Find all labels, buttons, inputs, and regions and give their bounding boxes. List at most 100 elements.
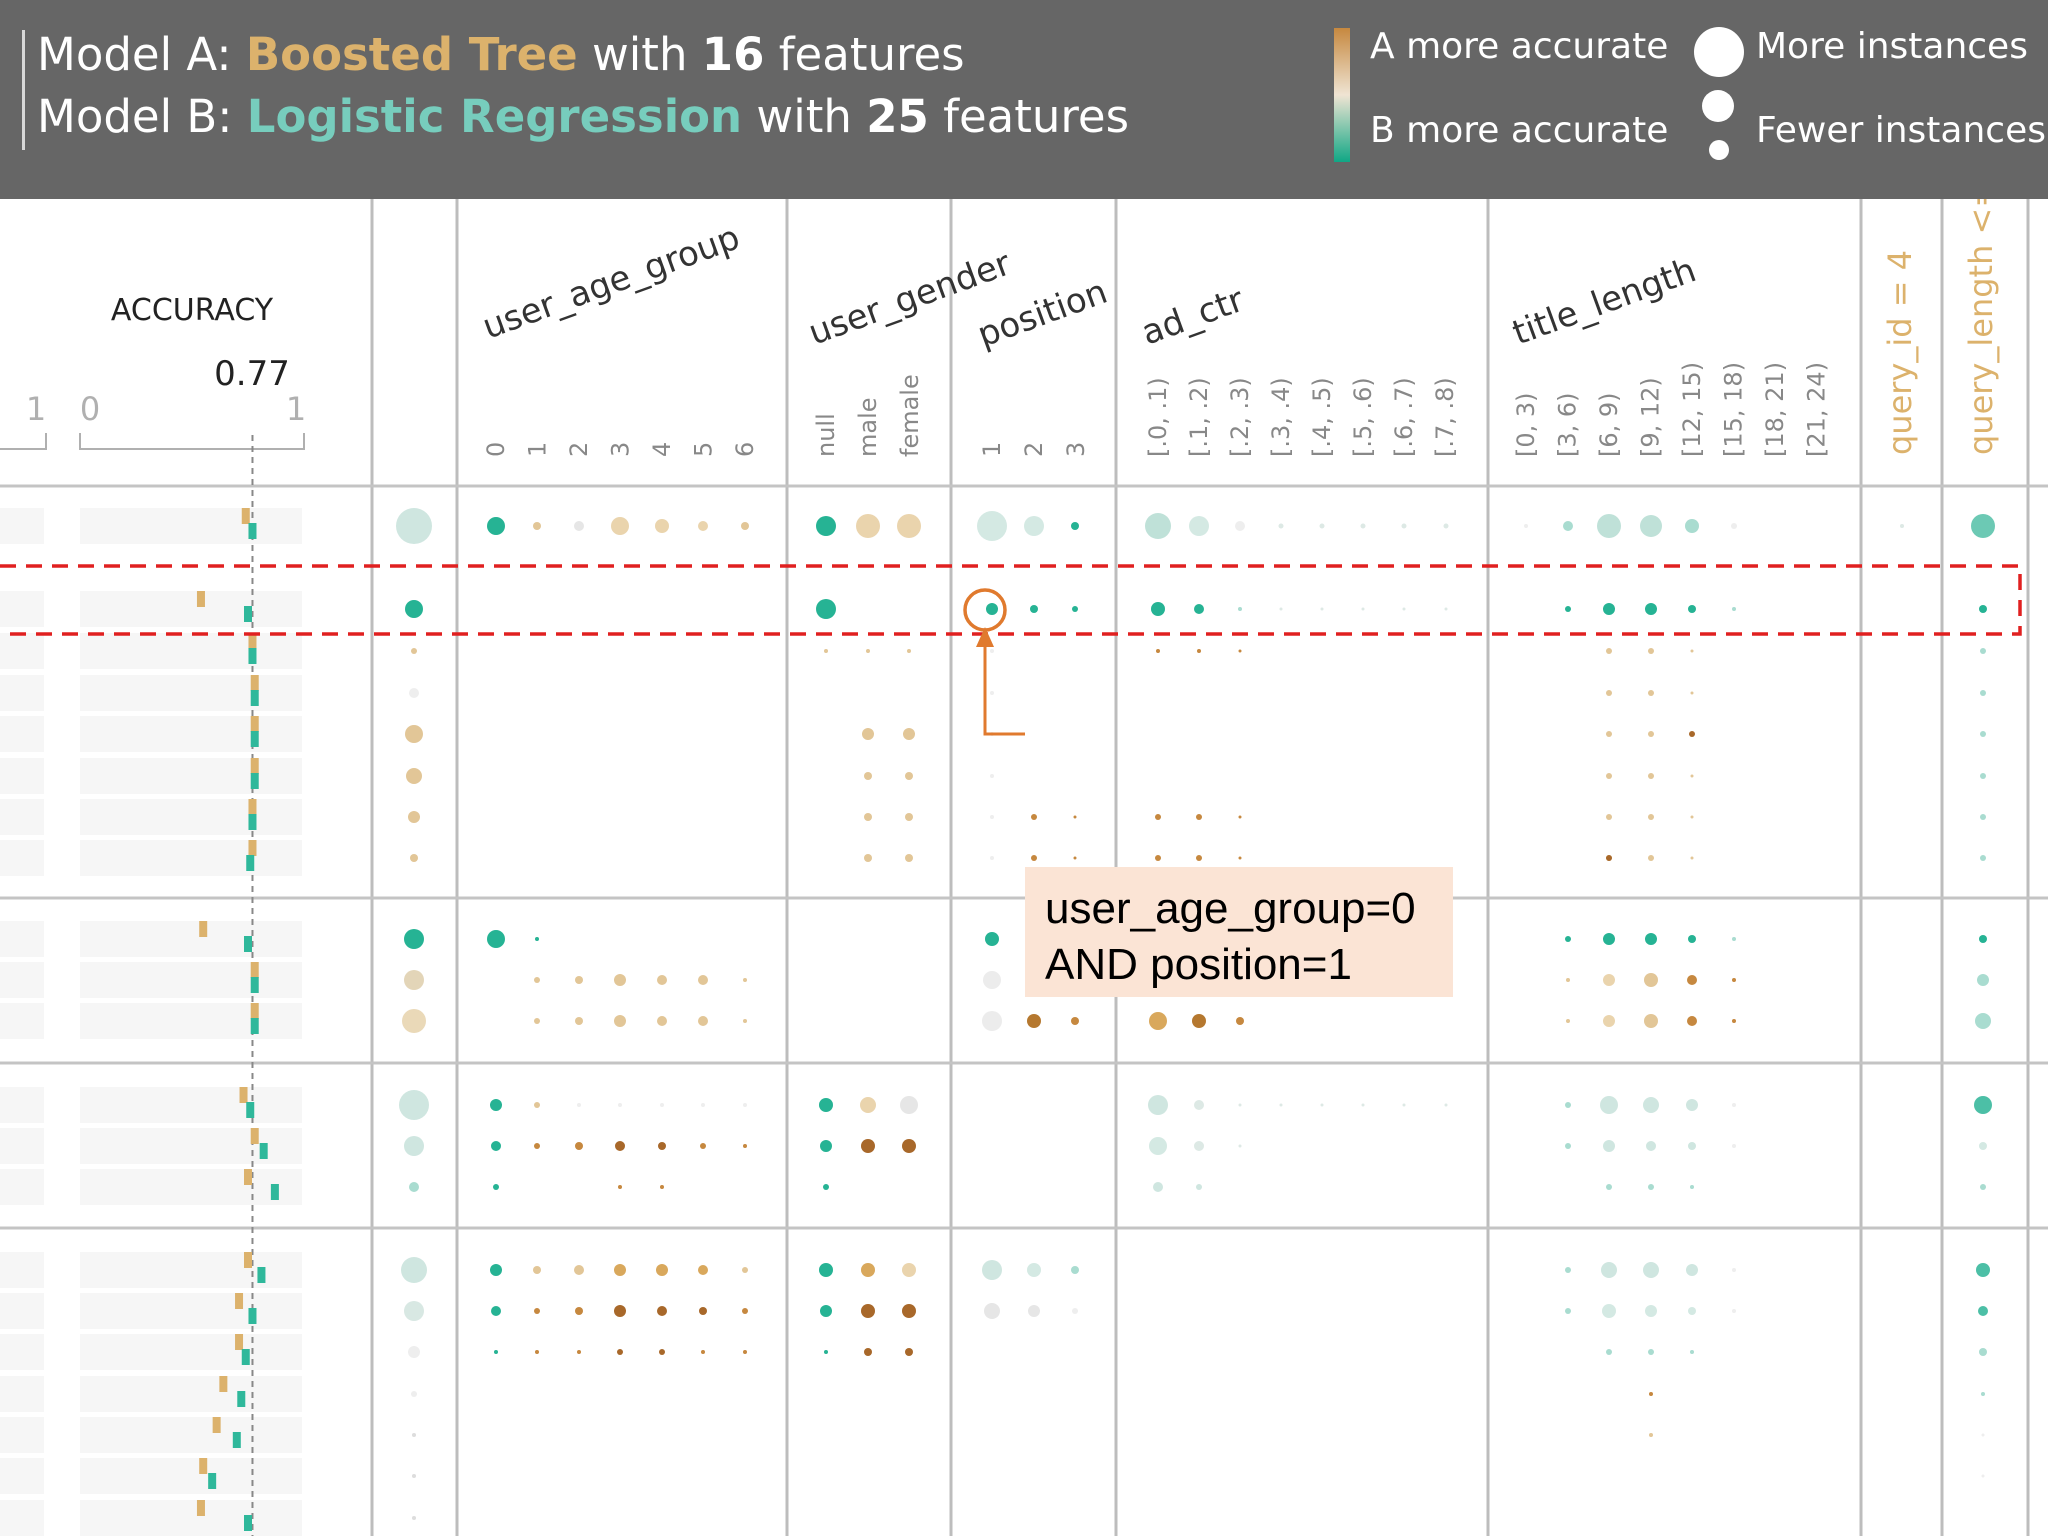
summary-dot (412, 1516, 416, 1520)
column-tick-label: 3 (1062, 442, 1090, 457)
row-band (80, 716, 302, 752)
accuracy-mark-a (250, 962, 259, 978)
row-band (0, 1293, 44, 1329)
matrix-dot (905, 813, 913, 821)
matrix-dot (1566, 978, 1570, 982)
matrix-dot (657, 1306, 667, 1316)
matrix-dot (1974, 1096, 1992, 1114)
matrix-dot (1645, 1305, 1657, 1317)
row-band (80, 1169, 302, 1205)
row-band (80, 1003, 302, 1039)
accuracy-mark-a (250, 1003, 259, 1019)
matrix-dot (1235, 521, 1245, 531)
matrix-dot (1238, 1103, 1242, 1107)
matrix-dot (698, 1265, 708, 1275)
matrix-dot (487, 930, 505, 948)
matrix-dot (1444, 607, 1448, 611)
row-band (80, 508, 302, 544)
matrix-dot (742, 1308, 748, 1314)
matrix-dot (1071, 1266, 1079, 1274)
summary-dot (401, 1257, 427, 1283)
matrix-dot (977, 511, 1007, 541)
row-band (0, 633, 44, 669)
accuracy-mark-a (244, 1169, 252, 1185)
matrix-dot (1603, 1015, 1615, 1027)
matrix-dot (1027, 1014, 1041, 1028)
model-b-with: with (742, 90, 867, 143)
column-header-title-length: title_length (1507, 250, 1701, 353)
row-band (0, 962, 44, 998)
matrix-dot (1361, 607, 1365, 611)
column-tick-label: [0, 3) (1512, 392, 1540, 457)
matrix-dot (701, 1103, 705, 1107)
matrix-dot (1151, 602, 1165, 616)
matrix-dot (1640, 515, 1662, 537)
summary-dot (404, 1301, 424, 1321)
matrix-dot (575, 1017, 583, 1025)
accuracy-mark-b (250, 690, 259, 706)
column-tick-label: null (812, 413, 840, 457)
rule-tooltip: user_age_group=0 AND position=1 (1025, 867, 1453, 997)
matrix-dot (1686, 1264, 1698, 1276)
accuracy-mark-b (248, 648, 257, 664)
matrix-dot (1073, 815, 1077, 819)
matrix-dot (1731, 523, 1737, 529)
matrix-dot (1319, 523, 1325, 529)
matrix-dot (491, 1141, 501, 1151)
matrix-dot (534, 1102, 540, 1108)
matrix-dot (535, 937, 539, 941)
column-tick-label: 6 (731, 442, 759, 457)
matrix-dot (1648, 731, 1654, 737)
matrix-dot (861, 1304, 875, 1318)
matrix-dot (1732, 1019, 1736, 1023)
matrix-dot (1196, 855, 1202, 861)
matrix-dot (1644, 973, 1658, 987)
matrix-dot (1977, 974, 1989, 986)
matrix-dot (982, 1260, 1002, 1280)
matrix-dot (655, 519, 669, 533)
matrix-dot (1606, 1184, 1612, 1190)
column-header-query-length: query_length <= (1962, 199, 2000, 455)
matrix-dot (1149, 1137, 1167, 1155)
matrix-dot (533, 1266, 541, 1274)
accuracy-mark-b (244, 1515, 252, 1531)
matrix-dot (902, 1263, 916, 1277)
matrix-dot (1688, 935, 1696, 943)
matrix-dot (1565, 1267, 1571, 1273)
matrix-dot (1732, 607, 1736, 611)
matrix-dot (490, 1264, 502, 1276)
column-tick-label: [.0, .1) (1144, 377, 1172, 457)
matrix-dot (1072, 1308, 1078, 1314)
accuracy-mark-a (241, 508, 250, 524)
matrix-dot (615, 1141, 625, 1151)
matrix-dot (577, 1350, 581, 1354)
accuracy-mark-a (244, 1252, 252, 1268)
legend-a-more-accurate: A more accurate (1370, 26, 1669, 67)
matrix-dot (1979, 1142, 1987, 1150)
highlight-row-box (0, 564, 2022, 636)
matrix-dot (824, 1350, 828, 1354)
matrix-dot (1402, 1103, 1406, 1107)
matrix-dot (1360, 523, 1366, 529)
matrix-dot (1979, 1348, 1987, 1356)
row-band (0, 1500, 44, 1536)
matrix-dot (1597, 514, 1621, 538)
matrix-dot (1192, 1014, 1206, 1028)
accuracy-mark-b (232, 1432, 241, 1448)
matrix-dot (1732, 1268, 1736, 1272)
matrix-dot (1189, 516, 1209, 536)
matrix-dot (816, 516, 836, 536)
row-band (0, 1128, 44, 1164)
matrix-dot (574, 1265, 584, 1275)
matrix-dot (862, 728, 874, 740)
column-header-ad-ctr: ad_ctr (1136, 280, 1249, 354)
matrix-dot (1565, 936, 1571, 942)
matrix-dot (1563, 521, 1573, 531)
accuracy-mark-b (208, 1473, 217, 1489)
matrix-dot (823, 1184, 829, 1190)
matrix-dot (1686, 1099, 1698, 1111)
matrix-dot (1603, 603, 1615, 615)
model-b-suffix: features (928, 90, 1130, 143)
matrix-dot (698, 975, 708, 985)
matrix-dot (1524, 524, 1528, 528)
